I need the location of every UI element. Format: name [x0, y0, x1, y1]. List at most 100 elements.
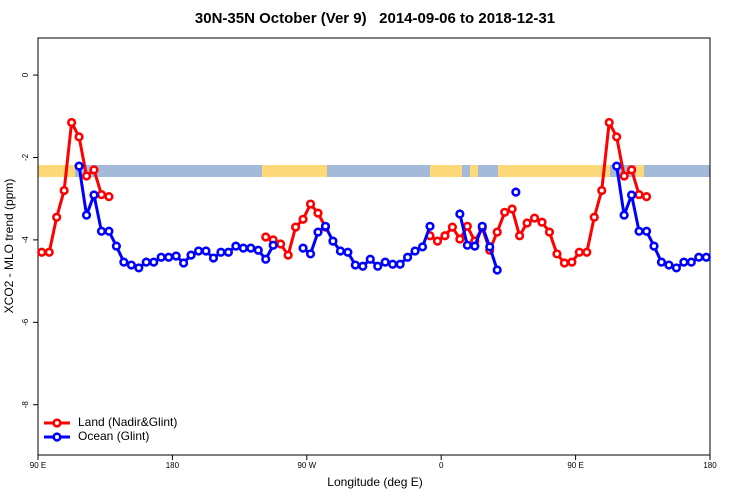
series-marker	[529, 213, 540, 223]
series-marker	[559, 258, 570, 268]
series-marker	[89, 165, 99, 175]
y-tick-label: -8	[21, 401, 30, 409]
series-marker	[328, 236, 338, 246]
series-marker	[52, 212, 62, 222]
series-marker	[283, 250, 293, 260]
legend-marker	[52, 432, 62, 442]
series-marker	[141, 257, 151, 267]
series-marker	[81, 171, 92, 181]
series-marker	[380, 257, 390, 267]
series-marker	[74, 161, 84, 171]
series-marker	[149, 257, 159, 267]
series-marker	[477, 221, 487, 231]
series-marker	[201, 246, 211, 256]
series-marker	[664, 260, 674, 270]
series-marker	[656, 257, 667, 267]
series-marker	[552, 249, 562, 259]
legend-label: Land (Nadir&Glint)	[78, 415, 177, 429]
series-marker	[231, 241, 241, 251]
series-marker	[186, 250, 196, 260]
series-marker	[417, 242, 428, 252]
series-marker	[403, 252, 413, 262]
legend-label: Ocean (Glint)	[78, 429, 149, 443]
series-marker	[544, 227, 555, 237]
series-marker	[514, 231, 525, 241]
series-marker	[671, 263, 682, 273]
chart-title: 30N-35N October (Ver 9) 2014-09-06 to 20…	[195, 10, 555, 27]
series-marker	[567, 257, 577, 267]
series-marker	[66, 117, 77, 128]
series-marker	[253, 245, 263, 255]
series-marker	[619, 210, 629, 220]
series-marker	[485, 242, 495, 252]
series-marker	[74, 132, 84, 142]
series-marker	[641, 226, 652, 236]
series-marker	[298, 214, 308, 224]
series-marker	[291, 222, 301, 232]
series-marker	[649, 241, 659, 251]
series-marker	[96, 189, 107, 200]
series-marker	[268, 240, 278, 250]
series-marker	[597, 185, 607, 196]
series-marker	[679, 257, 689, 267]
series-marker	[395, 259, 405, 269]
series-marker	[470, 241, 480, 251]
series-marker	[522, 218, 532, 228]
series-marker	[432, 236, 443, 246]
series-marker	[604, 117, 614, 128]
series-marker	[179, 258, 189, 268]
series-marker	[261, 254, 271, 264]
series-marker	[373, 261, 383, 271]
x-tick-label: 90 E	[30, 461, 46, 470]
series-marker	[343, 247, 353, 257]
series-marker	[694, 252, 704, 262]
series-marker	[358, 261, 368, 271]
series-marker	[686, 257, 696, 267]
series-marker	[612, 161, 622, 171]
series-marker	[641, 192, 652, 202]
series-marker	[134, 263, 144, 273]
series-marker	[612, 132, 622, 142]
series-marker	[492, 227, 502, 237]
series-marker	[440, 231, 450, 241]
series-marker	[634, 189, 644, 200]
y-tick-label: -4	[21, 236, 30, 244]
series-marker	[104, 192, 114, 202]
series-marker	[701, 252, 711, 262]
y-tick-label: -6	[21, 318, 30, 326]
series-marker	[537, 217, 547, 227]
series-marker	[462, 240, 472, 250]
series-marker	[388, 259, 398, 269]
x-tick-label: 90 W	[297, 461, 316, 470]
y-tick-label: -2	[21, 153, 30, 161]
plot-frame	[37, 37, 711, 456]
series-marker	[261, 232, 271, 242]
series-marker	[507, 204, 517, 214]
series-marker	[365, 254, 375, 264]
series-marker	[619, 171, 629, 181]
series-marker	[462, 221, 472, 231]
series-line	[41, 120, 110, 254]
series-marker	[104, 226, 114, 236]
series-marker	[589, 212, 599, 222]
series-marker	[425, 221, 435, 231]
series-marker	[44, 247, 54, 257]
x-tick-label: 180	[166, 461, 180, 470]
x-tick-label: 180	[703, 461, 717, 470]
series-marker	[511, 187, 521, 197]
series-marker	[126, 260, 136, 270]
series-marker	[582, 247, 592, 257]
series-marker	[171, 251, 181, 261]
series-marker	[410, 246, 420, 256]
series-marker	[305, 199, 316, 209]
series-marker	[208, 253, 219, 263]
series-marker	[59, 185, 69, 196]
series-marker	[81, 210, 92, 220]
series-marker	[500, 207, 510, 217]
series-marker	[626, 190, 637, 200]
y-tick-label: 0	[21, 72, 30, 77]
series-marker	[335, 246, 346, 256]
series-marker	[634, 226, 644, 236]
series-marker	[626, 165, 637, 175]
